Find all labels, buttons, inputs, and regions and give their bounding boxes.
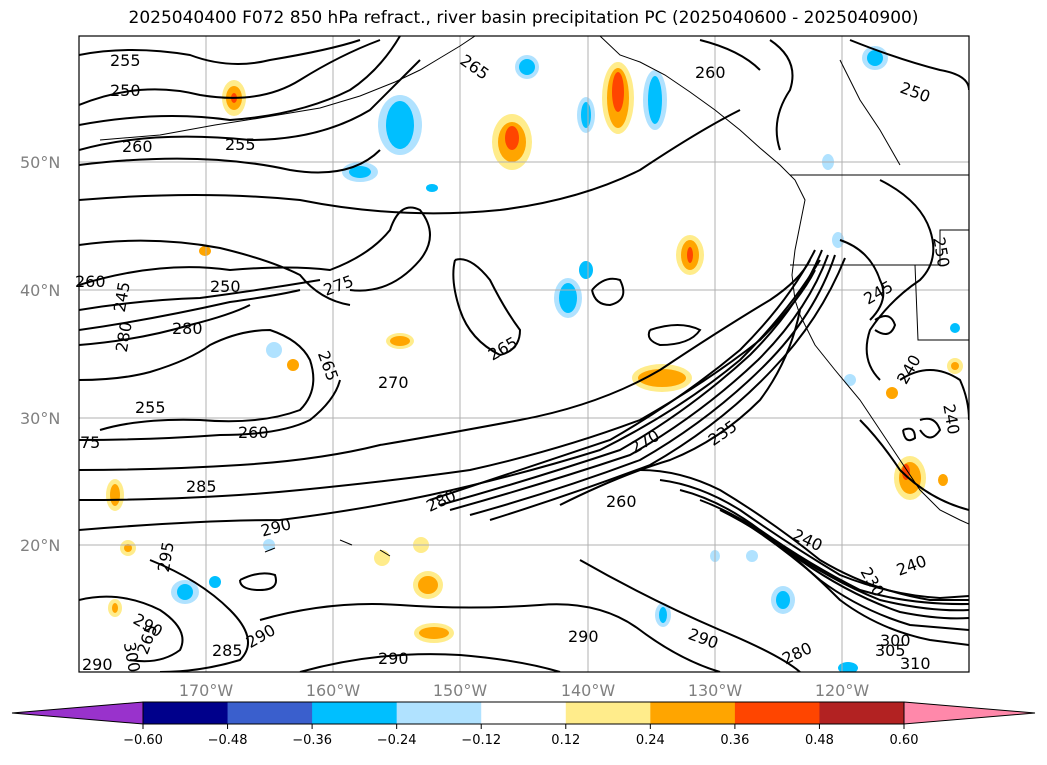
refractivity-contours	[79, 36, 969, 672]
contour-label: 290	[259, 514, 293, 540]
colorbar-cell	[481, 702, 567, 724]
contour-label: 280	[172, 319, 203, 338]
colorbar-cell	[819, 702, 905, 724]
contour-label: 285	[186, 477, 217, 496]
contour-label: 305	[875, 641, 906, 660]
colorbar-tick-label: 0.36	[720, 733, 749, 748]
contour-label: 250	[898, 78, 933, 106]
lon-label-120w: 120°W	[815, 681, 870, 700]
colorbar-tick-label: 0.60	[890, 733, 919, 748]
map-title: 2025040400 F072 850 hPa refract., river …	[128, 8, 919, 28]
colorbar-cell	[396, 702, 482, 724]
contour-label: 255	[225, 135, 256, 154]
contour-label: 75	[80, 433, 100, 452]
contour-label: 255	[110, 51, 141, 70]
contour-label: 240	[939, 403, 963, 436]
contour-label: 290	[82, 655, 113, 674]
coastlines	[99, 36, 969, 557]
contour-label: 290	[378, 649, 409, 668]
contour-label: 295	[154, 540, 178, 573]
contour-label: 265	[485, 333, 521, 365]
colorbar-tick-label: −0.48	[208, 733, 248, 748]
contour-label: 250	[929, 236, 953, 269]
lon-label-160w: 160°W	[306, 681, 361, 700]
contour-label: 300	[880, 631, 911, 650]
contour-label: 265	[314, 348, 342, 383]
colorbar-cells	[143, 702, 905, 724]
colorbar-cell	[227, 702, 313, 724]
lon-label-170w: 170°W	[179, 681, 234, 700]
contour-label: 260	[238, 423, 269, 442]
colorbar-tick-label: 0.24	[636, 733, 665, 748]
colorbar-cell	[734, 702, 820, 724]
contour-label: 245	[110, 280, 134, 313]
contour-label: 240	[894, 551, 929, 579]
colorbar-cell	[650, 702, 736, 724]
contour-label: 270	[378, 373, 409, 392]
lat-label-50n: 50°N	[20, 153, 60, 172]
contour-label: 275	[321, 271, 356, 299]
colorbar-ticks: −0.60 −0.48 −0.36 −0.24 −0.12 0.12 0.24 0.36 0.4…	[123, 724, 918, 748]
contour-label: 255	[135, 398, 166, 417]
lon-label-140w: 140°W	[561, 681, 616, 700]
lat-label-20n: 20°N	[20, 536, 60, 555]
map-frame	[78, 35, 970, 673]
lon-label-150w: 150°W	[433, 681, 488, 700]
contour-label: 260	[606, 492, 637, 511]
contour-label: 280	[779, 638, 815, 668]
contour-label: 280	[112, 320, 136, 353]
colorbar-outline	[142, 701, 905, 725]
contour-label: 265	[457, 51, 493, 84]
contour-label: 250	[210, 277, 241, 296]
contour-label: 260	[695, 63, 726, 82]
colorbar-cell	[312, 702, 398, 724]
colorbar-over-arrow	[903, 701, 1036, 725]
colorbar-tick-label: −0.36	[292, 733, 332, 748]
contour-label: 250	[110, 81, 141, 100]
colorbar-tick-label: −0.24	[377, 733, 417, 748]
contour-label: 240	[893, 351, 925, 387]
colorbar-tick-label: 0.12	[551, 733, 580, 748]
colorbar: −0.60 −0.48 −0.36 −0.24 −0.12 0.12 0.24 0.36 0.4…	[11, 701, 1036, 748]
colorbar-tick-label: −0.60	[123, 733, 163, 748]
contour-label: 260	[122, 137, 153, 156]
colorbar-tick-label: −0.12	[461, 733, 501, 748]
lon-label-130w: 130°W	[688, 681, 743, 700]
contour-label: 285	[212, 641, 243, 660]
contour-label: 310	[900, 654, 931, 673]
colorbar-cell	[143, 702, 229, 724]
lat-label-30n: 30°N	[20, 409, 60, 428]
colorbar-tick-label: 0.48	[805, 733, 834, 748]
precipitation-pc-shading	[106, 46, 963, 672]
contour-label: 290	[568, 627, 599, 646]
lat-label-40n: 40°N	[20, 281, 60, 300]
colorbar-cell	[565, 702, 651, 724]
contour-label: 260	[75, 272, 106, 291]
colorbar-under-arrow	[11, 701, 144, 725]
